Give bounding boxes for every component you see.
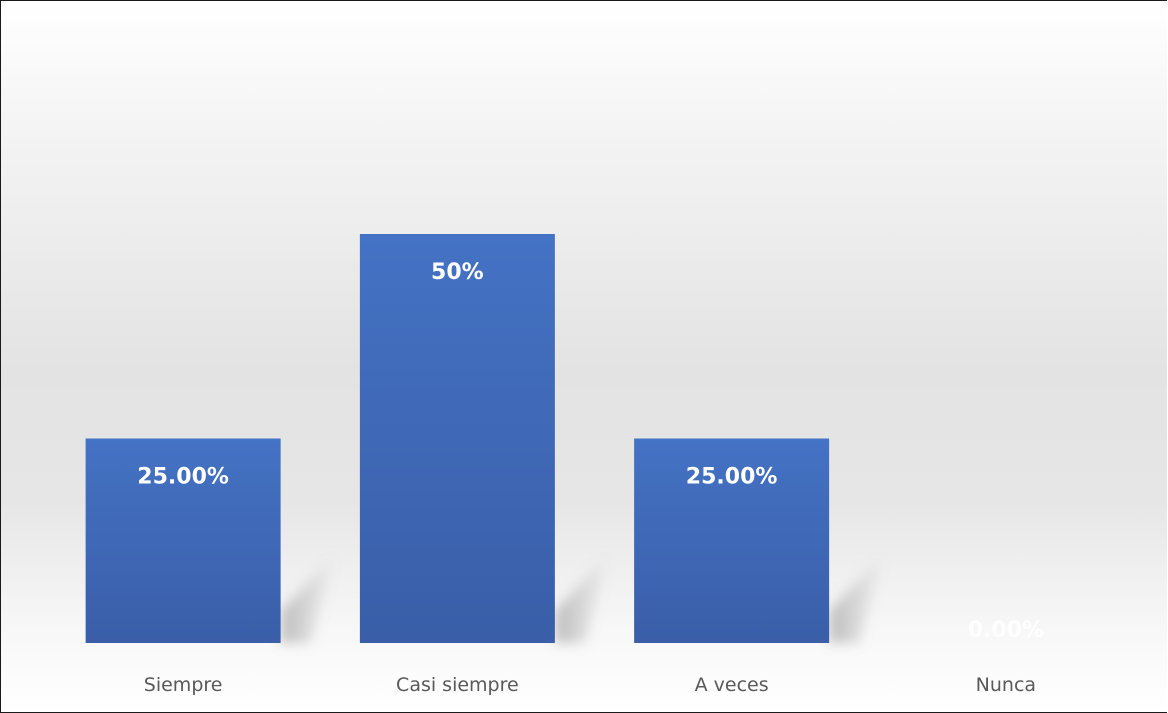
data-label-a-veces: 25.00% <box>686 465 778 490</box>
bar-shadow-a-veces <box>829 553 885 643</box>
data-label-nunca: 0.00% <box>968 618 1044 643</box>
data-labels: 25.00% 50% 25.00% 0.00% <box>137 260 1044 643</box>
tick-label-siempre: Siempre <box>144 674 223 696</box>
x-axis-tick-labels: Siempre Casi siempre A veces Nunca <box>144 674 1036 696</box>
bar-shadows <box>280 553 885 643</box>
tick-label-casi-siempre: Casi siempre <box>396 674 519 696</box>
tick-label-nunca: Nunca <box>976 674 1036 696</box>
data-label-siempre: 25.00% <box>137 465 229 490</box>
tick-label-a-veces: A veces <box>695 674 769 696</box>
bar-shadow-casi-siempre <box>554 553 610 643</box>
bar-shadow-siempre <box>280 553 336 643</box>
bars <box>85 234 830 643</box>
bar-a-veces <box>634 438 830 643</box>
bar-siempre <box>85 438 281 643</box>
data-label-casi-siempre: 50% <box>431 260 484 285</box>
bar-casi-siempre <box>359 234 555 643</box>
